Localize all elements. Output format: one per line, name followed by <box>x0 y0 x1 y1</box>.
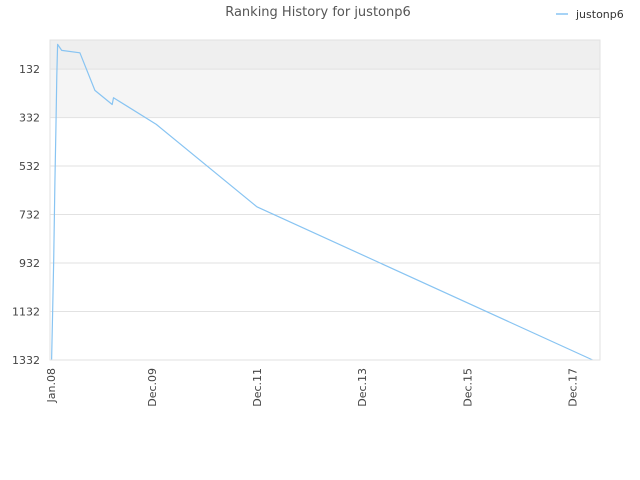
x-axis-ticks: Jan.08 Dec.09 Dec.11 Dec.13 Dec.15 Dec.17 <box>45 368 579 407</box>
x-tick-label: Dec.09 <box>146 368 159 407</box>
plot-band <box>50 263 600 312</box>
x-tick-label: Dec.13 <box>356 368 369 407</box>
x-tick-label: Dec.11 <box>251 368 264 407</box>
plot-band <box>50 311 600 360</box>
y-tick-label: 132 <box>19 63 40 76</box>
y-tick-label: 532 <box>19 160 40 173</box>
legend-label: justonp6 <box>575 8 624 21</box>
x-tick-label: Dec.15 <box>461 368 474 407</box>
chart-title: Ranking History for justonp6 <box>225 5 411 20</box>
series-group <box>51 43 593 361</box>
y-axis-ticks: 132 332 532 732 932 1132 1332 <box>12 63 40 367</box>
plot-band <box>50 40 600 70</box>
series-line <box>51 43 593 361</box>
x-tick-label: Dec.17 <box>567 368 580 407</box>
plot-border <box>49 39 601 361</box>
y-tick-label: 332 <box>19 112 40 125</box>
y-tick-label: 732 <box>19 209 40 222</box>
x-tick-label: Jan.08 <box>45 368 58 403</box>
legend: justonp6 <box>556 8 624 21</box>
plot-band <box>50 214 600 264</box>
plot-band <box>50 166 600 215</box>
y-tick-label: 1132 <box>12 306 40 319</box>
plot-band <box>50 69 600 118</box>
y-tick-label: 932 <box>19 257 40 270</box>
y-tick-label: 1332 <box>12 354 40 367</box>
plot-bands <box>50 40 600 360</box>
plot-band <box>50 117 600 167</box>
